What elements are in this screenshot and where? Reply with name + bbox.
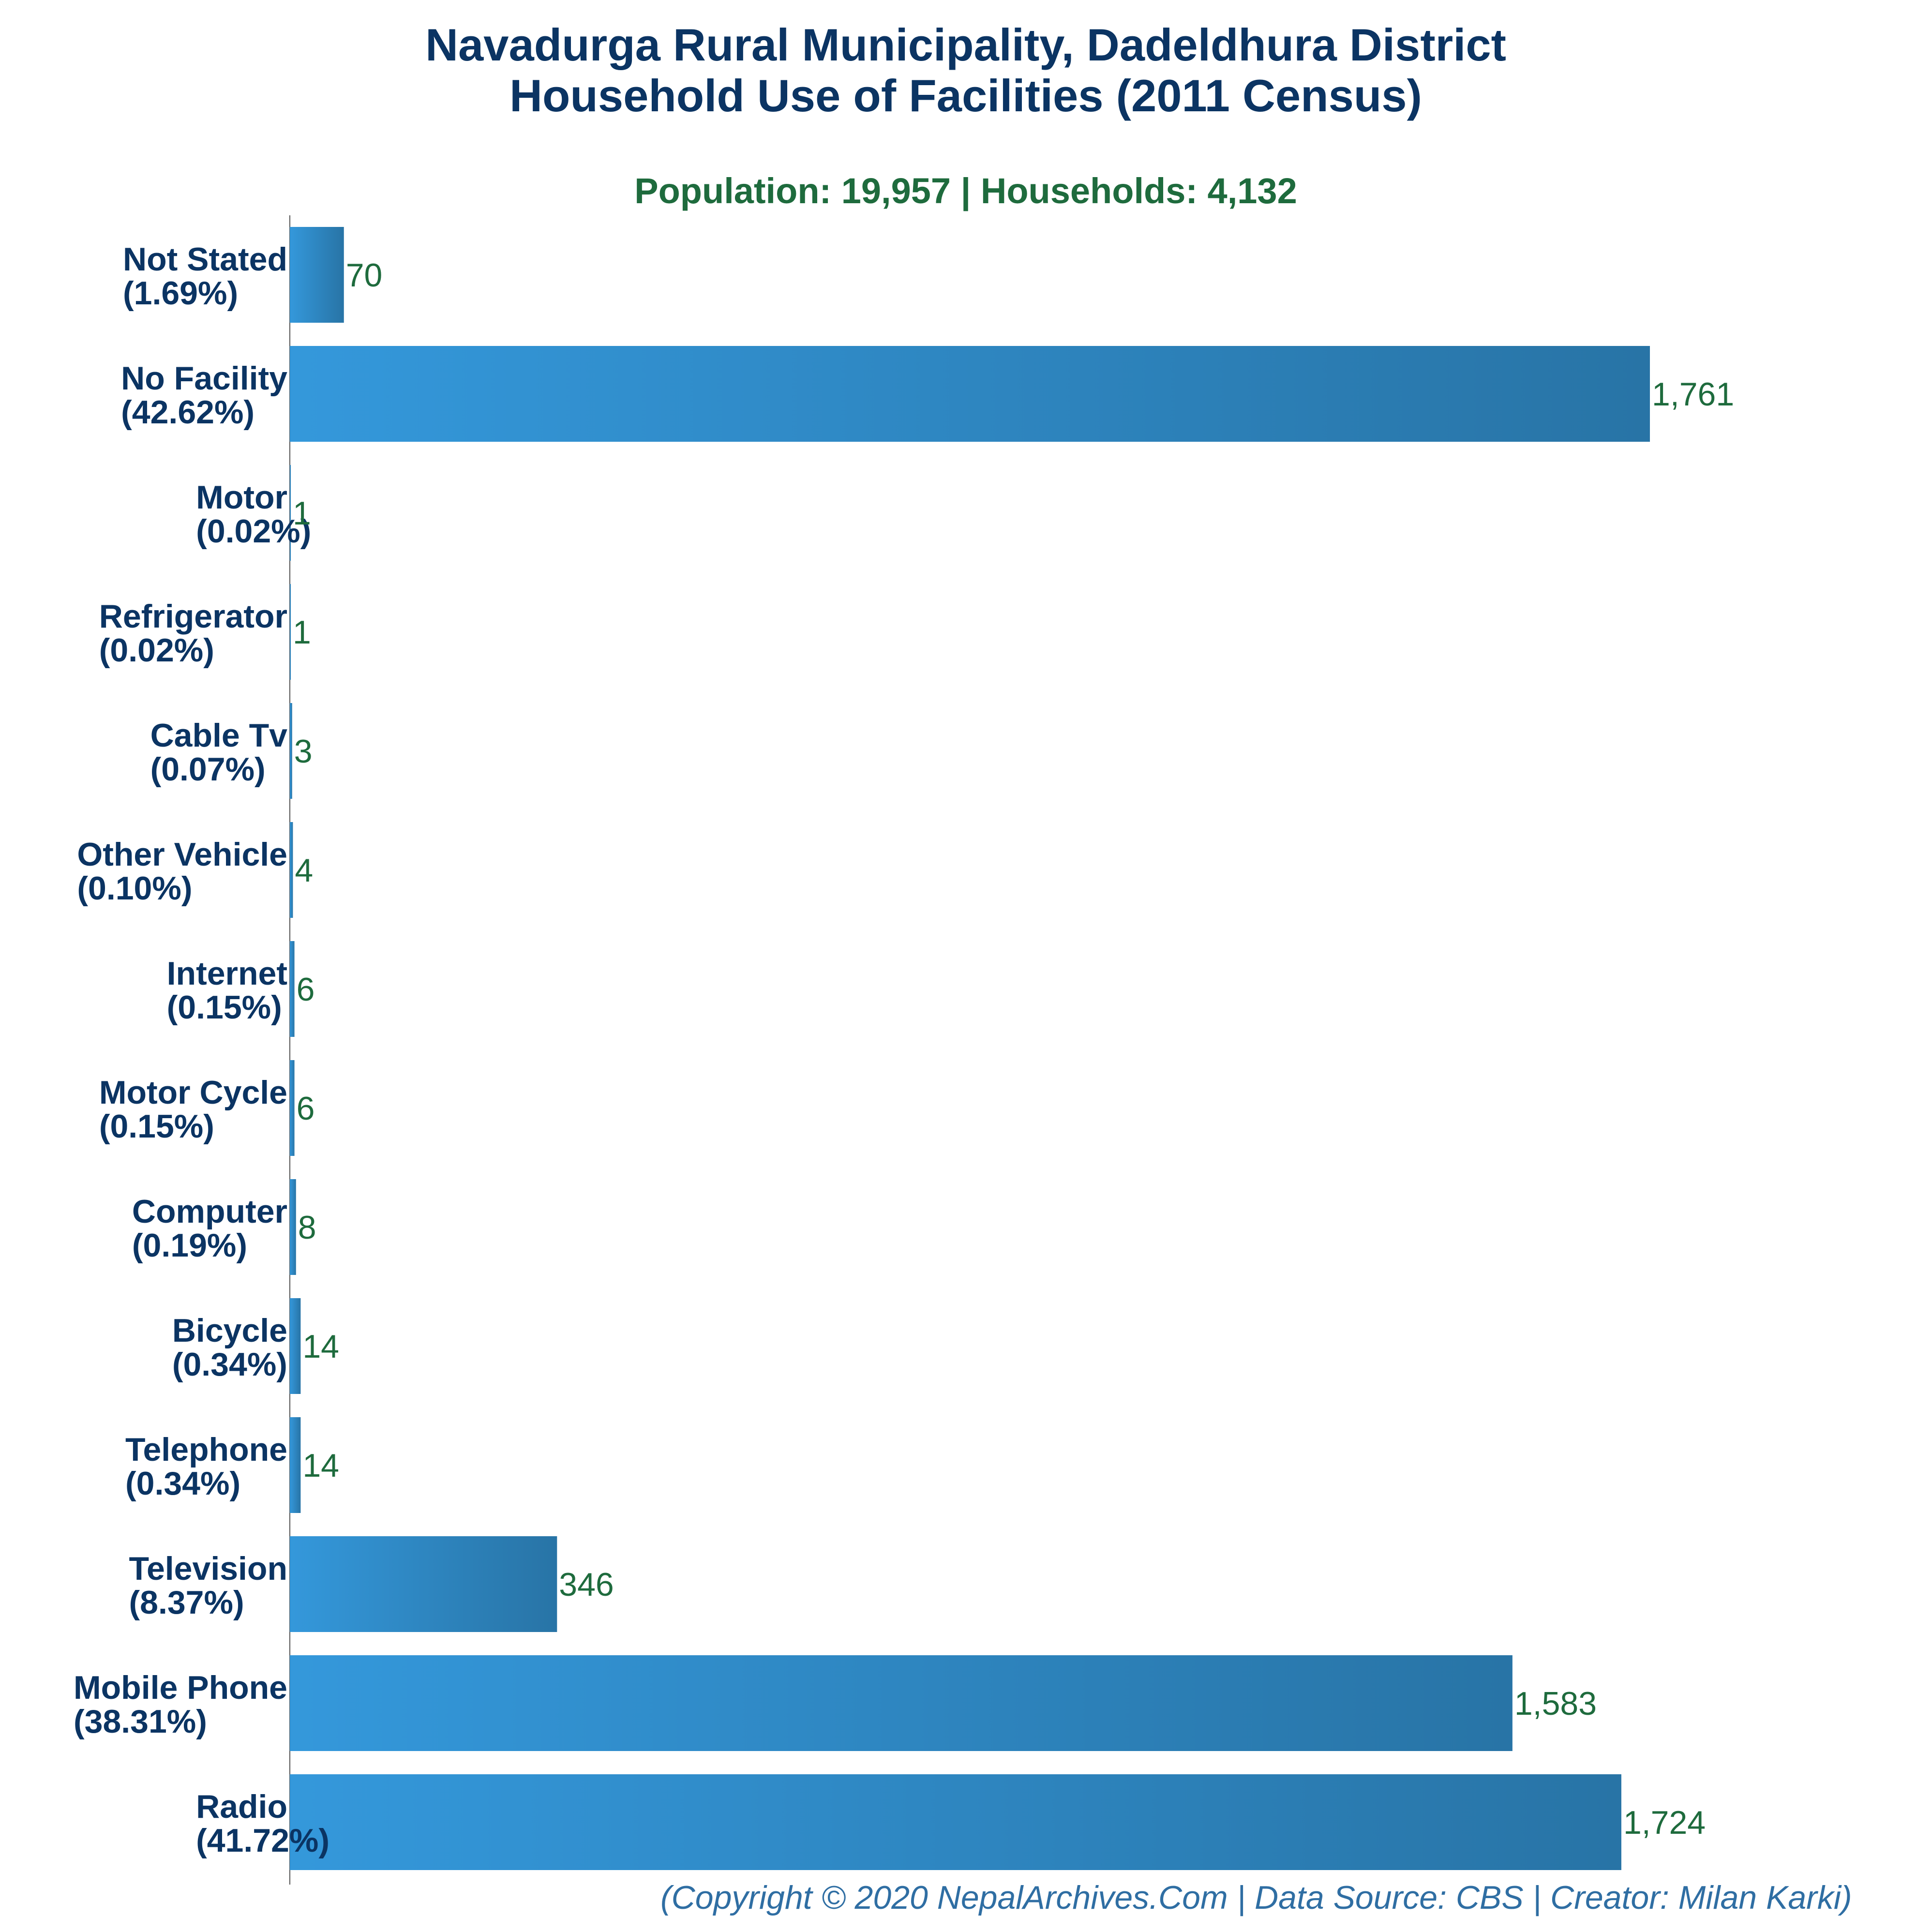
percent-label-12: (38.31%): [74, 1703, 207, 1740]
percent-label-5: (0.10%): [77, 870, 192, 907]
percent-label-0: (1.69%): [123, 275, 238, 312]
bar-5: [290, 822, 293, 918]
value-label-13: 1,724: [1623, 1804, 1706, 1841]
percent-label-3: (0.02%): [99, 632, 214, 669]
percent-label-7: (0.15%): [99, 1108, 214, 1145]
percent-label-13: (41.72%): [196, 1822, 329, 1859]
bar-1: [290, 346, 1650, 442]
percent-label-4: (0.07%): [150, 751, 266, 788]
value-label-5: 4: [295, 852, 313, 889]
category-label-7: Motor Cycle: [99, 1074, 287, 1111]
bar-10: [290, 1417, 301, 1513]
value-label-1: 1,761: [1652, 376, 1734, 413]
category-label-11: Television: [129, 1550, 287, 1587]
value-label-8: 8: [298, 1209, 316, 1246]
value-label-0: 70: [346, 257, 383, 294]
bar-6: [290, 941, 295, 1037]
value-label-11: 346: [559, 1566, 614, 1603]
percent-label-9: (0.34%): [172, 1346, 287, 1383]
percent-label-11: (8.37%): [129, 1584, 244, 1621]
bar-13: [290, 1774, 1621, 1870]
value-label-4: 3: [294, 733, 313, 770]
value-label-2: 1: [293, 495, 311, 532]
value-label-6: 6: [297, 971, 315, 1008]
category-label-1: No Facility: [121, 360, 287, 397]
bar-4: [290, 703, 292, 799]
bars-group: Not Stated(1.69%) 70 No Facility(42.62%) 1,…: [74, 227, 1734, 1870]
percent-label-10: (0.34%): [125, 1465, 240, 1502]
value-label-10: 14: [302, 1447, 339, 1484]
category-label-2: Motor: [196, 479, 287, 516]
percent-label-6: (0.15%): [167, 989, 282, 1026]
chart-title-line-1: Navadurga Rural Municipality, Dadeldhura…: [425, 19, 1506, 70]
category-label-0: Not Stated: [123, 241, 287, 278]
bar-12: [290, 1655, 1513, 1751]
bar-11: [290, 1536, 557, 1632]
bar-9: [290, 1298, 301, 1394]
category-label-8: Computer: [132, 1193, 287, 1230]
value-label-7: 6: [297, 1090, 315, 1127]
bar-0: [290, 227, 344, 323]
value-label-9: 14: [302, 1328, 339, 1365]
bar-2: [290, 465, 291, 561]
category-label-6: Internet: [167, 955, 287, 992]
bar-3: [290, 584, 291, 680]
percent-label-1: (42.62%): [121, 394, 255, 431]
bar-7: [290, 1060, 295, 1156]
category-label-12: Mobile Phone: [74, 1669, 287, 1706]
category-label-5: Other Vehicle: [77, 836, 287, 873]
bar-8: [290, 1179, 296, 1275]
percent-label-8: (0.19%): [132, 1227, 247, 1264]
value-label-3: 1: [293, 614, 311, 651]
chart-subtitle: Population: 19,957 | Households: 4,132: [634, 171, 1297, 211]
category-label-10: Telephone: [125, 1431, 287, 1468]
category-label-9: Bicycle: [172, 1312, 287, 1349]
category-label-13: Radio: [196, 1788, 287, 1825]
chart-title-line-2: Household Use of Facilities (2011 Census…: [509, 70, 1422, 121]
category-label-3: Refrigerator: [99, 598, 287, 635]
value-label-12: 1,583: [1514, 1685, 1597, 1722]
category-label-4: Cable Tv: [150, 717, 288, 754]
percent-label-2: (0.02%): [196, 513, 311, 550]
footer-credit: (Copyright © 2020 NepalArchives.Com | Da…: [660, 1879, 1852, 1916]
